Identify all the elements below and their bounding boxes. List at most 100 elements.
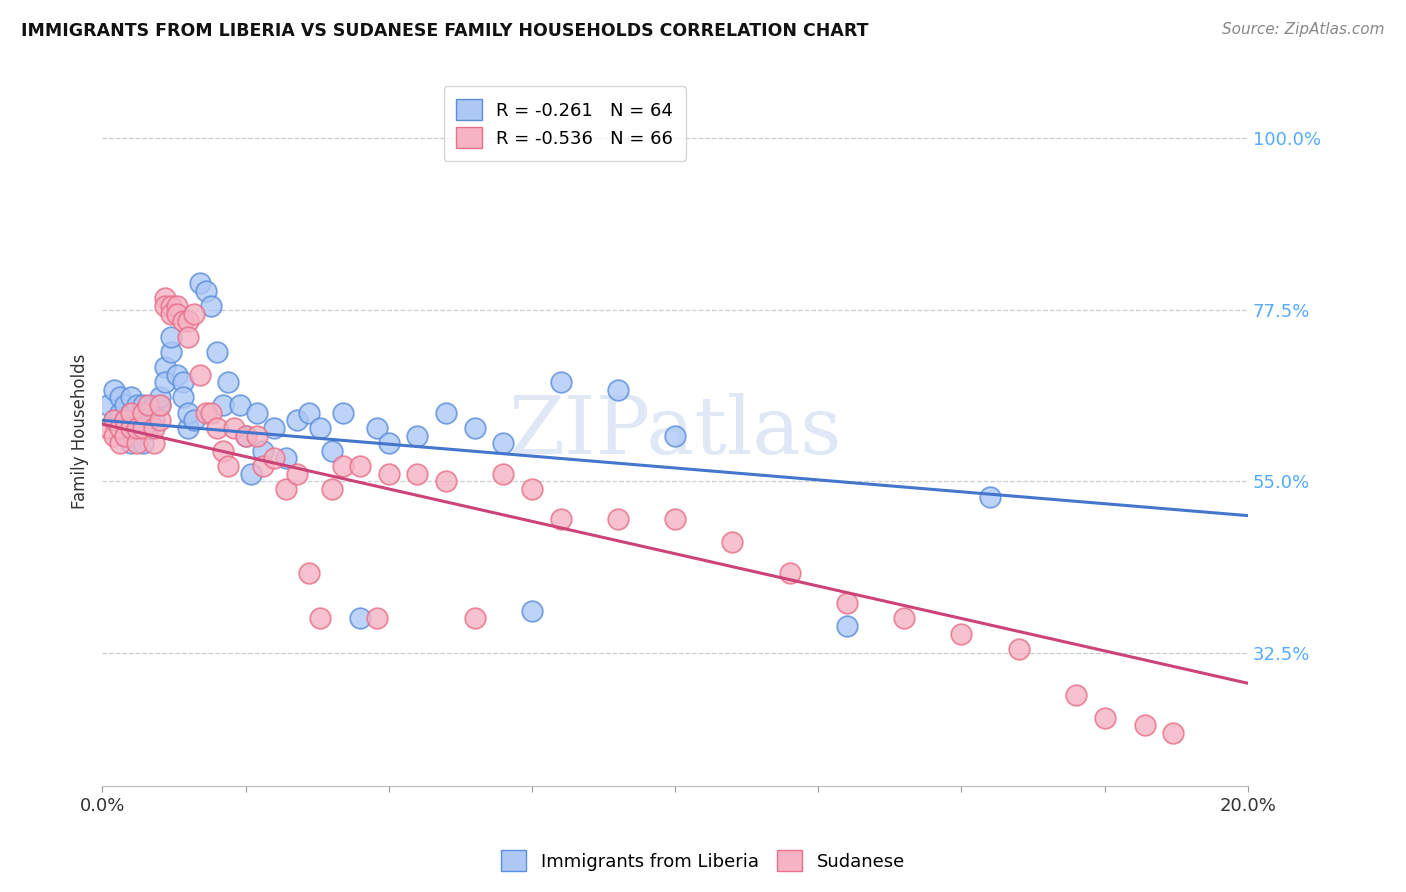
Point	[246, 406, 269, 420]
Text: Source: ZipAtlas.com: Source: ZipAtlas.com	[1222, 22, 1385, 37]
Point	[464, 421, 486, 435]
Point	[114, 428, 136, 442]
Point	[779, 566, 801, 580]
Point	[143, 421, 166, 435]
Point	[274, 451, 297, 466]
Point	[229, 398, 252, 412]
Point	[550, 376, 572, 390]
Point	[194, 406, 217, 420]
Point	[183, 307, 205, 321]
Point	[160, 329, 183, 343]
Point	[309, 611, 332, 625]
Point	[285, 413, 308, 427]
Point	[155, 359, 177, 374]
Point	[1064, 688, 1087, 702]
Point	[160, 344, 183, 359]
Point	[246, 428, 269, 442]
Point	[177, 406, 200, 420]
Point	[349, 459, 371, 474]
Point	[309, 421, 332, 435]
Point	[97, 398, 120, 412]
Point	[188, 276, 211, 290]
Point	[131, 398, 153, 412]
Point	[125, 436, 148, 450]
Point	[114, 413, 136, 427]
Point	[349, 611, 371, 625]
Point	[160, 307, 183, 321]
Point	[297, 406, 319, 420]
Point	[606, 383, 628, 397]
Point	[200, 299, 222, 313]
Point	[217, 459, 239, 474]
Point	[252, 443, 274, 458]
Point	[120, 406, 142, 420]
Point	[378, 467, 401, 481]
Point	[183, 413, 205, 427]
Point	[108, 436, 131, 450]
Point	[205, 421, 228, 435]
Point	[200, 406, 222, 420]
Point	[103, 383, 125, 397]
Point	[194, 284, 217, 298]
Point	[217, 376, 239, 390]
Point	[155, 292, 177, 306]
Point	[143, 413, 166, 427]
Point	[520, 482, 543, 496]
Point	[321, 443, 343, 458]
Point	[979, 490, 1001, 504]
Point	[378, 436, 401, 450]
Point	[114, 398, 136, 412]
Point	[366, 421, 388, 435]
Point	[366, 611, 388, 625]
Point	[108, 406, 131, 420]
Point	[893, 611, 915, 625]
Point	[108, 391, 131, 405]
Point	[664, 512, 686, 526]
Point	[406, 467, 429, 481]
Point	[120, 406, 142, 420]
Point	[120, 436, 142, 450]
Point	[235, 428, 257, 442]
Point	[149, 391, 172, 405]
Point	[606, 512, 628, 526]
Point	[166, 307, 188, 321]
Point	[274, 482, 297, 496]
Point	[434, 475, 457, 489]
Point	[125, 421, 148, 435]
Point	[464, 611, 486, 625]
Point	[406, 428, 429, 442]
Point	[550, 512, 572, 526]
Point	[177, 329, 200, 343]
Point	[332, 459, 354, 474]
Point	[285, 467, 308, 481]
Point	[263, 451, 285, 466]
Point	[211, 443, 233, 458]
Point	[188, 368, 211, 382]
Point	[172, 376, 194, 390]
Point	[155, 376, 177, 390]
Point	[125, 398, 148, 412]
Point	[263, 421, 285, 435]
Legend: R = -0.261   N = 64, R = -0.536   N = 66: R = -0.261 N = 64, R = -0.536 N = 66	[444, 87, 686, 161]
Point	[835, 619, 858, 633]
Point	[1133, 718, 1156, 732]
Point	[160, 299, 183, 313]
Point	[434, 406, 457, 420]
Point	[224, 421, 246, 435]
Point	[321, 482, 343, 496]
Point	[332, 406, 354, 420]
Point	[131, 413, 153, 427]
Point	[149, 398, 172, 412]
Point	[235, 428, 257, 442]
Point	[125, 421, 148, 435]
Point	[136, 406, 159, 420]
Point	[136, 421, 159, 435]
Legend: Immigrants from Liberia, Sudanese: Immigrants from Liberia, Sudanese	[494, 843, 912, 879]
Point	[664, 428, 686, 442]
Point	[108, 421, 131, 435]
Point	[149, 413, 172, 427]
Point	[177, 421, 200, 435]
Point	[240, 467, 263, 481]
Point	[1008, 642, 1031, 657]
Point	[149, 398, 172, 412]
